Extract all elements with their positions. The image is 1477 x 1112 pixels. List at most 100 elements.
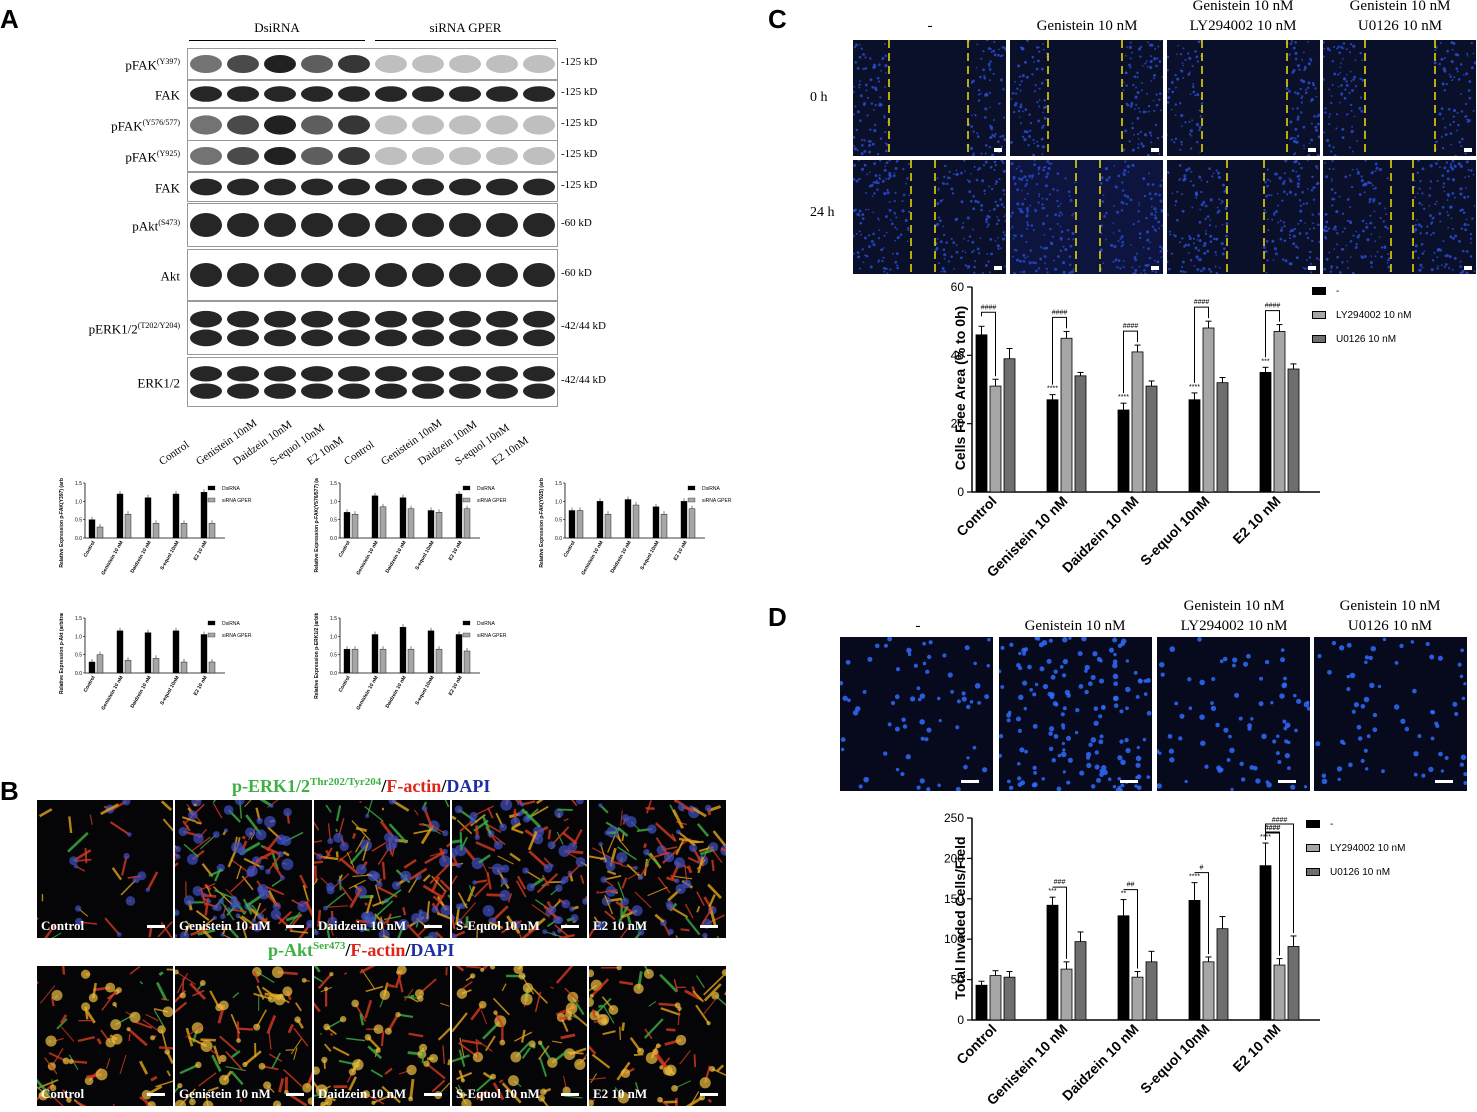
small-bar [435,648,443,674]
small-bar [172,630,180,674]
scale-bar [994,148,1002,152]
scale-bar [1464,266,1472,270]
micrograph-image [175,800,312,938]
row-label-0h: 0 h [810,90,828,105]
blot-label-name: FAK [154,87,180,103]
bar [989,975,1002,1021]
stain-akt-text: p-Akt [268,940,314,960]
bar [1216,928,1229,1021]
blot-label-site: (T202/Y204) [137,321,180,330]
scale-bar [1151,148,1159,152]
small-bar [96,654,104,674]
small-bar-chart: 0.0 0.5 1.0 1.5 Relative Expression p-ERK1/2… [314,613,507,711]
scale-bar [700,925,718,928]
blot-image [190,213,555,237]
y-tick-label: 150 [944,892,964,906]
micrograph-image [452,966,587,1106]
wound-image-24h [1323,160,1476,274]
wound-image-0h [853,40,1006,156]
panel-c-ylabel: Cells Free Area (% to 0h) [952,305,968,471]
bar [989,385,1002,493]
micrograph: S-Equol 10 nM [452,966,587,1106]
small-bar [152,658,160,674]
small-chart-legend-label: DsiRNA [477,486,495,492]
bar [1145,385,1158,493]
small-bar [596,501,604,539]
bar [1117,915,1130,1021]
legend-label: U0126 10 nM [1330,867,1391,878]
tick-label: 0.0 [555,536,562,542]
lane-label: Genistein 10nM [194,417,260,468]
legend-item: LY294002 10 nM [1312,310,1411,321]
micrograph-caption: S-Equol 10 nM [456,918,540,933]
legend-item: LY294002 10 nM [1306,843,1405,854]
y-tick-label: 100 [944,932,964,946]
small-bar [576,510,584,539]
bracket-label: #### [981,304,997,311]
micrograph: Genistein 10 nM [175,800,312,938]
micrograph-caption: Genistein 10 nM [179,1086,271,1101]
blot-size-marker: -125 kD [561,56,598,68]
bar [1131,976,1144,1021]
small-bar [407,648,415,674]
small-chart-category: S-equol 10nM [639,540,660,571]
bar [1287,368,1300,493]
panel-b-letter: B [0,776,19,806]
legend-swatch [1312,287,1326,296]
micrograph: Daidzein 10 nM [314,800,450,938]
small-chart-ylabel: Relative Expression p-ERK1/2 (arbitrary … [314,613,320,699]
legend-item: - [1312,286,1339,297]
tick-label: 1.5 [75,481,82,487]
blot-size-marker: -125 kD [561,117,598,129]
small-chart-category: S-equol 10nM [414,540,435,571]
lane-label: Genistein 10nM [379,417,445,468]
small-bar [652,506,660,539]
small-bar [200,491,208,539]
small-bar [568,510,576,539]
scale-bar [286,925,304,928]
bracket-label: #### [1265,825,1281,832]
micrograph: E2 10 nM [589,800,726,938]
small-bar [180,523,188,539]
small-bar [172,493,180,539]
small-chart-category: Daidzein 10 nM [129,540,152,574]
small-chart-category: Genistein 10 nM [355,540,379,576]
y-tick-label: 60 [951,280,965,294]
small-bar [379,648,387,674]
micrograph-image [452,800,587,938]
micrograph: Genistein 10 nM [175,966,312,1106]
bracket-label: ## [1127,882,1135,889]
stain-erk-text: p-ERK1/2 [232,776,311,796]
micrograph-caption: E2 10 nM [593,1086,648,1101]
small-bar [116,493,124,539]
small-chart-legend-label: DsiRNA [222,486,240,492]
blot-strip [187,80,558,108]
bar [1060,337,1073,493]
small-bar [200,634,208,674]
micrograph-image [314,800,450,938]
invasion-image [999,637,1152,791]
group-label-dsirna: DsiRNA [254,20,300,35]
bar [1216,382,1229,493]
tick-label: 1.5 [75,616,82,622]
micrograph: E2 10 nM [589,966,726,1106]
significance-stars: **** [1047,386,1058,393]
blot-label: pAkt(S473) [0,216,180,233]
column-header: - [927,18,933,34]
scale-bar [286,1093,304,1096]
scale-bar [1464,148,1472,152]
small-chart-category: Control [83,539,97,558]
bracket-label: ### [1054,879,1066,886]
column-header: Genistein 10 nM [1192,0,1294,14]
tick-label: 0.5 [330,518,337,524]
blot-size-marker: -60 kD [561,217,592,229]
wound-image-0h [1010,40,1163,156]
micrograph-caption: Daidzein 10 nM [318,918,407,933]
bar [1074,375,1087,493]
small-chart-legend-label: DsiRNA [702,486,720,492]
small-bar [96,526,104,539]
blot-label-name: pFAK [125,57,157,73]
lane-label: Control [342,438,377,468]
